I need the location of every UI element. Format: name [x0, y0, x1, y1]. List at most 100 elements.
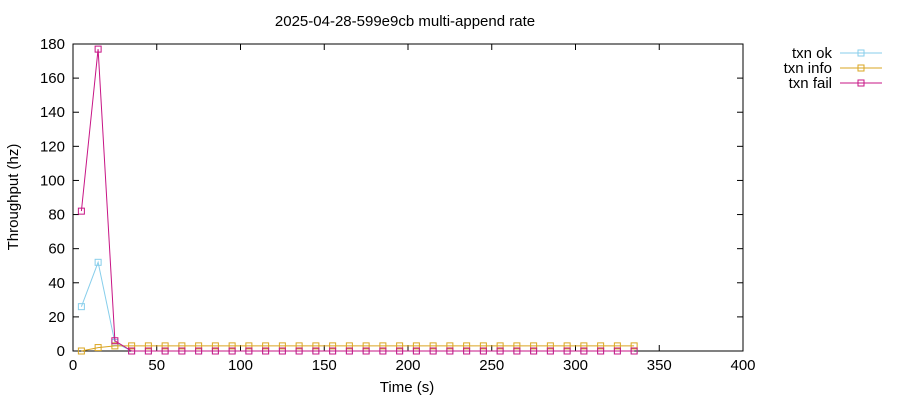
data-point-txn-info: [278, 342, 286, 350]
data-point-txn-info: [245, 342, 253, 350]
series-txn-fail: [77, 45, 638, 355]
data-point-txn-fail: [412, 347, 420, 355]
x-tick-label: 50: [148, 357, 165, 374]
data-point-txn-fail: [613, 347, 621, 355]
data-point-txn-fail: [295, 347, 303, 355]
data-point-txn-info: [362, 342, 370, 350]
data-point-txn-info: [295, 342, 303, 350]
y-tick-label: 100: [40, 172, 65, 189]
data-point-txn-fail: [563, 347, 571, 355]
data-point-txn-info: [463, 342, 471, 350]
data-point-txn-fail: [128, 347, 136, 355]
legend-marker-txn-info: [857, 64, 865, 72]
data-point-txn-fail: [94, 45, 102, 53]
data-point-txn-info: [379, 342, 387, 350]
data-point-txn-fail: [329, 347, 337, 355]
legend-label-txn-fail: txn fail: [789, 75, 832, 92]
legend-marker-txn-fail: [857, 79, 865, 87]
y-tick-label: 140: [40, 104, 65, 121]
data-point-txn-fail: [429, 347, 437, 355]
legend-label-txn-info: txn info: [784, 60, 832, 77]
data-point-txn-fail: [195, 347, 203, 355]
y-tick-label: 160: [40, 70, 65, 87]
data-point-txn-fail: [580, 347, 588, 355]
series-line-txn-ok: [80, 260, 635, 352]
data-point-txn-info: [412, 342, 420, 350]
legend-marker-txn-ok: [857, 49, 865, 57]
data-point-txn-info: [178, 342, 186, 350]
data-point-txn-info: [345, 342, 353, 350]
y-tick-label: 80: [48, 207, 65, 224]
x-axis-label: Time (s): [380, 379, 434, 396]
data-point-txn-info: [211, 342, 219, 350]
data-point-txn-fail: [312, 347, 320, 355]
data-point-txn-fail: [513, 347, 521, 355]
y-tick-label: 120: [40, 138, 65, 155]
data-point-txn-info: [77, 347, 85, 355]
data-point-txn-fail: [161, 347, 169, 355]
x-tick-label: 400: [730, 357, 755, 374]
data-point-txn-info: [613, 342, 621, 350]
data-point-txn-fail: [396, 347, 404, 355]
axis-ticks: 0 50 100 150 200 250 300 350 400 0 20 40 60 80 100 120 1…: [40, 36, 756, 374]
x-tick-label: 100: [228, 357, 253, 374]
data-point-txn-info: [546, 342, 554, 350]
x-tick-label: 350: [647, 357, 672, 374]
data-point-txn-fail: [496, 347, 504, 355]
data-point-txn-info: [128, 342, 136, 350]
x-tick-label: 300: [563, 357, 588, 374]
data-point-txn-fail: [111, 337, 119, 345]
data-point-txn-fail: [479, 347, 487, 355]
data-point-txn-info: [144, 342, 152, 350]
series-line-txn-info: [81, 345, 635, 352]
data-point-txn-info: [329, 342, 337, 350]
y-tick-label: 0: [57, 343, 65, 360]
legend-label-txn-ok: txn ok: [792, 45, 833, 62]
data-point-txn-info: [563, 342, 571, 350]
chart-title: 2025-04-28-599e9cb multi-append rate: [275, 13, 535, 30]
data-point-txn-info: [630, 342, 638, 350]
series-txn-info: [77, 342, 638, 355]
data-point-txn-fail: [597, 347, 605, 355]
y-tick-label: 20: [48, 309, 65, 326]
data-point-txn-info: [496, 342, 504, 350]
x-tick-label: 250: [479, 357, 504, 374]
data-point-txn-info: [530, 342, 538, 350]
data-point-txn-info: [228, 342, 236, 350]
data-point-txn-info: [513, 342, 521, 350]
data-point-txn-info: [429, 342, 437, 350]
data-point-txn-fail: [362, 347, 370, 355]
data-point-txn-fail: [228, 347, 236, 355]
data-point-txn-fail: [278, 347, 286, 355]
data-point-txn-fail: [463, 347, 471, 355]
x-tick-label: 0: [69, 357, 77, 374]
data-point-txn-info: [446, 342, 454, 350]
data-point-txn-ok: [77, 303, 85, 311]
data-point-txn-ok: [94, 258, 102, 266]
series-txn-ok: [77, 258, 638, 355]
data-point-txn-fail: [530, 347, 538, 355]
data-point-txn-fail: [345, 347, 353, 355]
x-tick-label: 150: [312, 357, 337, 374]
data-point-txn-info: [94, 344, 102, 352]
data-point-txn-fail: [446, 347, 454, 355]
y-axis-label: Throughput (hz): [5, 144, 22, 251]
data-point-txn-fail: [630, 347, 638, 355]
data-point-txn-info: [396, 342, 404, 350]
y-tick-label: 40: [48, 275, 65, 292]
data-point-txn-info: [262, 342, 270, 350]
data-point-txn-info: [580, 342, 588, 350]
series-layer: [77, 45, 638, 355]
data-point-txn-info: [111, 342, 119, 350]
data-point-txn-info: [479, 342, 487, 350]
data-point-txn-fail: [546, 347, 554, 355]
data-point-txn-fail: [77, 207, 85, 215]
data-point-txn-fail: [178, 347, 186, 355]
data-point-txn-info: [597, 342, 605, 350]
data-point-txn-info: [195, 342, 203, 350]
data-point-txn-fail: [144, 347, 152, 355]
data-point-txn-info: [161, 342, 169, 350]
data-point-txn-info: [312, 342, 320, 350]
